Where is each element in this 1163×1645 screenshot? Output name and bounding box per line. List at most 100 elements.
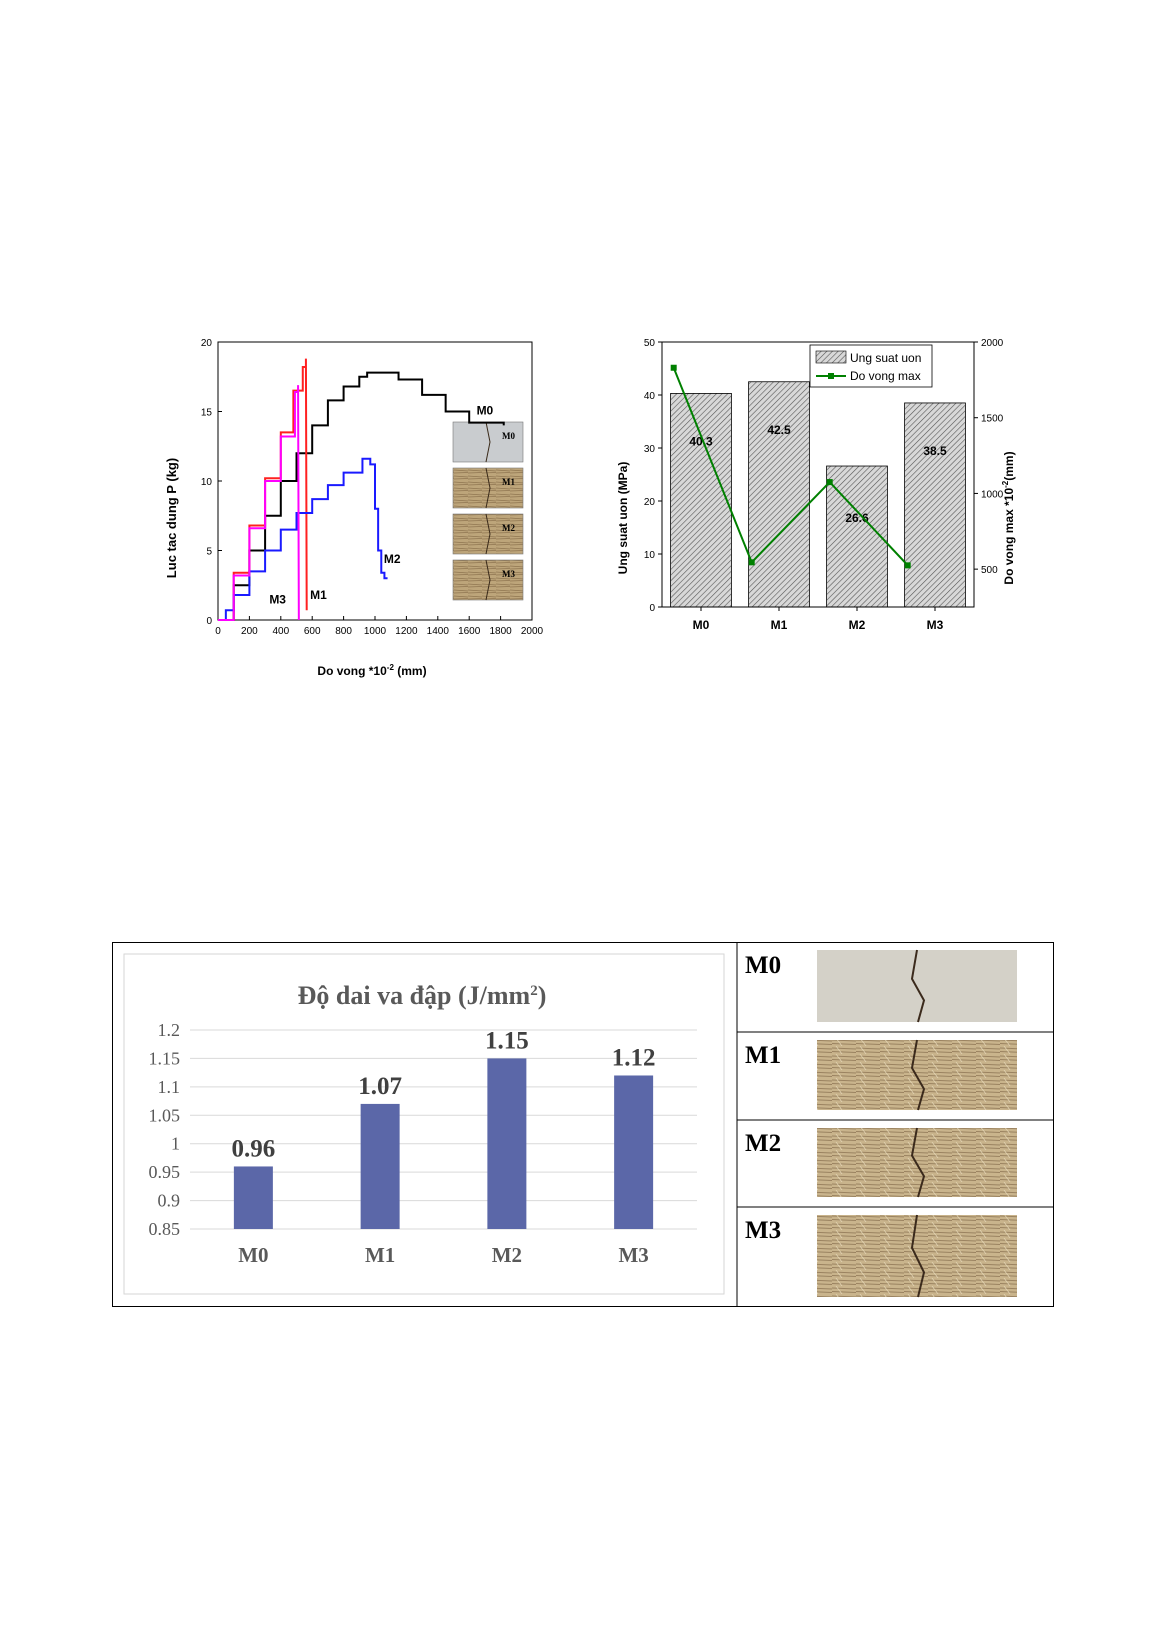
impact-bar-value-label: 1.07: [358, 1073, 402, 1100]
load-inset-photo: [452, 559, 524, 601]
flex-y2-tick-label: 1000: [981, 489, 1004, 500]
load-x-tick-label: 600: [304, 626, 321, 637]
flex-deflection-point: [826, 479, 833, 486]
impact-bar-m3: [614, 1075, 654, 1229]
legend-bar-swatch: [815, 350, 847, 364]
flex-deflection-line: [672, 367, 909, 567]
impact-x-tick-label: M1: [365, 1243, 395, 1267]
impact-y-tick-label: 1: [171, 1134, 180, 1154]
impact-y-tick-label: 1.2: [158, 1020, 181, 1040]
load-y-tick-label: 20: [201, 338, 213, 349]
load-y-tick-label: 0: [206, 616, 212, 627]
load-inset-crack: [485, 467, 491, 509]
load-curve-label-m0: M0: [477, 403, 494, 417]
flex-legend: Ung suat uon Do vong max: [809, 344, 933, 388]
impact-x-tick-label: M3: [618, 1243, 648, 1267]
flex-x-tick-label: M0: [693, 618, 710, 632]
load-curve-label-m2: M2: [384, 552, 401, 566]
impact-sample-crack: [910, 1214, 926, 1298]
flex-bar-m1: [748, 381, 810, 608]
flex-x-tick-label: M2: [849, 618, 866, 632]
load-x-tick-label: 200: [241, 626, 258, 637]
impact-sample-label: M2: [745, 1130, 781, 1157]
impact-sample-crack: [910, 1127, 926, 1198]
load-y-tick-label: 15: [201, 408, 213, 419]
flex-x-tick-label: M1: [771, 618, 788, 632]
impact-x-tick-label: M0: [238, 1243, 268, 1267]
impact-chart-title: Độ dai va đập (J/mm2): [298, 981, 547, 1010]
load-series-m2: [218, 457, 388, 621]
flex-y2-tick-label: 2000: [981, 338, 1004, 349]
load-inset-label: M0: [502, 431, 515, 441]
load-y-tick-label: 5: [206, 547, 212, 558]
impact-sample-label: M1: [745, 1042, 781, 1069]
flex-bar-m0: [670, 393, 732, 608]
load-x-tick-label: 1400: [427, 626, 450, 637]
impact-bar-value-label: 0.96: [232, 1135, 276, 1162]
load-inset-label: M3: [502, 569, 515, 579]
impact-toughness-figure: Độ dai va đập (J/mm2) 0.85 0.9 0.95 1 1.05 1.…: [112, 942, 1054, 1307]
flex-bar-m3: [904, 402, 966, 608]
load-curve-label-m1: M1: [310, 588, 327, 602]
impact-toughness-svg: Độ dai va đập (J/mm2) 0.85 0.9 0.95 1 1.05 1.…: [112, 942, 1054, 1307]
load-inset-label: M2: [502, 523, 515, 533]
impact-bar-value-label: 1.12: [612, 1044, 656, 1071]
load-series-m3: [218, 385, 300, 621]
load-inset-crack: [485, 513, 491, 555]
impact-sample-crack: [910, 949, 926, 1023]
impact-y-tick-label: 1.15: [149, 1048, 181, 1068]
flex-y-tick-label: 40: [644, 391, 656, 402]
load-y-tick-label: 10: [201, 477, 213, 488]
impact-bar-value-label: 1.15: [485, 1027, 529, 1054]
impact-sample-crack: [910, 1039, 926, 1111]
impact-y-tick-label: 0.85: [149, 1219, 181, 1239]
flex-bar-value-label: 26.6: [845, 511, 869, 525]
flex-y-tick-label: 20: [644, 497, 656, 508]
flex-deflection-point: [670, 364, 677, 371]
flex-bar-value-label: 42.5: [767, 423, 791, 437]
flex-y2-axis-label: Do vong max *10-2(mm): [1001, 451, 1016, 584]
impact-x-tick-label: M2: [492, 1243, 522, 1267]
legend-line-label: Do vong max: [850, 369, 921, 383]
load-series-m1: [218, 358, 308, 621]
flex-deflection-point: [904, 562, 911, 569]
flex-x-tick-label: M3: [927, 618, 944, 632]
load-y-axis-label: Luc tac dung P (kg): [164, 458, 179, 578]
load-x-tick-label: 0: [215, 626, 221, 637]
flex-plot-frame: [661, 341, 975, 608]
load-curve-label-m3: M3: [269, 592, 286, 606]
flex-y-tick-label: 30: [644, 444, 656, 455]
load-x-tick-label: 1800: [489, 626, 512, 637]
impact-sample-label: M0: [745, 952, 781, 979]
flex-y-tick-label: 50: [644, 338, 656, 349]
flex-y2-tick-label: 1500: [981, 414, 1004, 425]
impact-sample-label: M3: [745, 1217, 781, 1244]
flexural-stress-svg: 40.3 42.5 26.6 38.5 0 10 20 30 40 50 500 1000 1500 2…: [616, 338, 1016, 632]
load-inset-crack: [485, 421, 491, 463]
load-inset-label: M1: [502, 477, 515, 487]
impact-bar-m1: [360, 1103, 400, 1229]
load-inset-crack: [485, 559, 491, 601]
load-inset-photo: [452, 467, 524, 509]
flex-deflection-point: [748, 559, 755, 566]
flex-y-axis-label: Ung suat uon (MPa): [616, 462, 630, 575]
load-x-tick-label: 1200: [395, 626, 418, 637]
impact-y-tick-label: 1.1: [158, 1077, 181, 1097]
load-x-tick-label: 400: [272, 626, 289, 637]
load-inset-photo: [452, 513, 524, 555]
load-series-m0: [218, 371, 505, 621]
load-x-tick-label: 2000: [521, 626, 544, 637]
impact-y-tick-label: 1.05: [149, 1105, 181, 1125]
flex-y2-tick-label: 500: [981, 565, 998, 576]
impact-y-tick-label: 0.9: [158, 1191, 181, 1211]
impact-bar-m2: [487, 1058, 527, 1229]
flex-bar-value-label: 40.3: [689, 434, 713, 448]
flex-y-tick-label: 0: [649, 603, 655, 614]
legend-line-marker: [828, 373, 834, 379]
load-x-tick-label: 1000: [364, 626, 387, 637]
load-x-tick-label: 800: [335, 626, 352, 637]
load-x-tick-label: 1600: [458, 626, 481, 637]
legend-bar-label: Ung suat uon: [850, 351, 921, 365]
load-deflection-svg: 0 200 400 600 800 1000 1200 1400 1600 1800 2000 0 5 1…: [164, 338, 544, 678]
load-deflection-chart: 0 200 400 600 800 1000 1200 1400 1600 1800 2000 0 5 1…: [160, 330, 580, 690]
